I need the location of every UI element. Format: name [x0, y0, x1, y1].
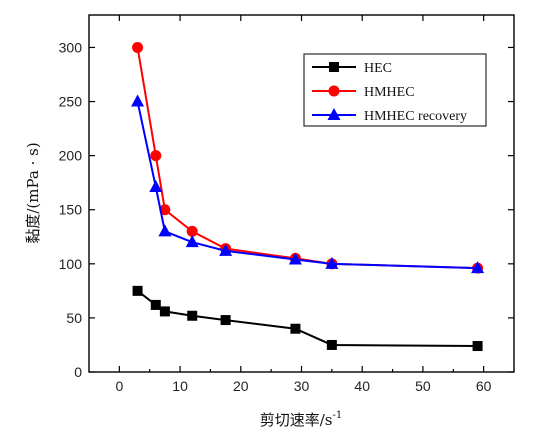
y-tick-label: 150: [59, 202, 83, 218]
data-point-hmhec: [132, 41, 144, 53]
data-point-hmhec-recovery: [288, 252, 302, 265]
data-point-hec: [159, 306, 170, 317]
y-tick-label: 50: [66, 310, 82, 326]
x-axis-title: 剪切速率/s-1: [260, 410, 343, 429]
data-point-hmhec-recovery: [219, 243, 233, 256]
data-point-hmhec: [159, 204, 171, 216]
x-axis-title-main: 剪切速率/s: [260, 411, 333, 429]
data-point-hmhec: [150, 150, 162, 162]
data-point-hmhec-recovery: [471, 261, 485, 274]
legend-label-hmhec-recovery: HMHEC recovery: [364, 109, 467, 124]
x-tick-label: 60: [476, 378, 492, 394]
x-tick-label: 10: [172, 378, 188, 394]
x-axis-title-sup: -1: [333, 410, 343, 421]
legend-label-hec: HEC: [364, 61, 392, 76]
x-tick-label: 40: [354, 378, 370, 394]
data-point-hec: [150, 299, 161, 310]
y-tick-label: 0: [74, 364, 82, 380]
series-hmhec-recovery: [131, 94, 485, 274]
legend-marker-hmhec-recovery: [327, 108, 341, 120]
y-tick-label: 250: [59, 94, 83, 110]
y-tick-label: 100: [59, 256, 83, 272]
data-point-hec: [326, 339, 337, 350]
data-point-hec: [187, 310, 198, 321]
x-tick-label: 0: [115, 378, 123, 394]
data-point-hmhec: [186, 225, 198, 237]
data-point-hec: [220, 315, 231, 326]
series-hec: [132, 285, 483, 352]
data-point-hmhec-recovery: [131, 94, 145, 107]
data-point-hmhec-recovery: [158, 224, 172, 237]
data-point-hmhec-recovery: [325, 256, 339, 269]
x-tick-label: 50: [415, 378, 431, 394]
x-tick-label: 30: [294, 378, 310, 394]
y-tick-label: 200: [59, 148, 83, 164]
data-point-hec: [132, 285, 143, 296]
legend-marker-hmhec: [328, 85, 340, 97]
data-point-hec: [472, 341, 483, 352]
legend: HEC HMHEC HMHEC recovery: [303, 53, 487, 127]
data-point-hmhec-recovery: [149, 180, 163, 193]
data-point-hmhec-recovery: [185, 235, 199, 248]
data-point-hec: [290, 323, 301, 334]
y-axis-title: 黏度/(mPa · s): [24, 142, 42, 243]
legend-marker-hec: [329, 62, 339, 72]
legend-label-hmhec: HMHEC: [364, 85, 415, 100]
series-line-hmhec-recovery: [136, 101, 478, 270]
x-tick-label: 20: [233, 378, 249, 394]
y-tick-label: 300: [59, 39, 83, 55]
